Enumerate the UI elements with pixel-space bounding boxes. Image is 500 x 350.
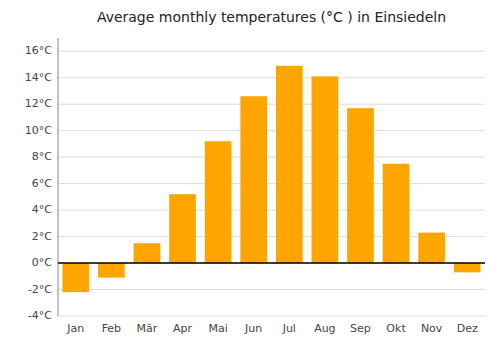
x-tick-label: Jan — [66, 322, 84, 335]
y-tick-label: 8°C — [32, 150, 52, 163]
zero-line — [58, 262, 485, 264]
grid-line — [58, 51, 485, 52]
bar — [347, 108, 374, 263]
grid-line — [58, 316, 485, 317]
bar — [383, 164, 410, 263]
bar — [205, 141, 232, 263]
bar — [98, 263, 125, 278]
y-tick-label: 2°C — [32, 230, 52, 243]
x-tick-label: Okt — [386, 322, 406, 335]
y-grid — [58, 51, 485, 316]
x-tick-label: Aug — [314, 322, 335, 335]
grid-line — [58, 77, 485, 78]
grid-line — [58, 263, 485, 264]
grid-line — [58, 210, 485, 211]
y-tick-label: -4°C — [28, 309, 52, 322]
y-tick-labels: -4°C -2°C 0°C 2°C 4°C 6°C 8°C 10°C 12°C 14°C 16°C — [25, 44, 52, 322]
y-tick-label: 14°C — [25, 71, 52, 84]
grid-line — [58, 183, 485, 184]
grid-line — [58, 289, 485, 290]
bar — [134, 243, 161, 263]
x-tick-label: Feb — [102, 322, 121, 335]
bar — [454, 263, 481, 272]
x-tick-label: Dez — [457, 322, 478, 335]
x-tick-label: Apr — [173, 322, 193, 335]
y-tick-label: 16°C — [25, 44, 52, 57]
x-tick-label: Nov — [421, 322, 443, 335]
y-tick-label: 6°C — [32, 177, 52, 190]
x-tick-label: Jul — [282, 322, 296, 335]
y-tick-label: 10°C — [25, 124, 52, 137]
y-axis-line — [58, 38, 59, 316]
y-tick-label: 12°C — [25, 97, 52, 110]
bars — [58, 66, 485, 292]
y-tick-label: -2°C — [28, 283, 52, 296]
y-tick-label: 0°C — [32, 256, 52, 269]
bar — [312, 76, 339, 263]
bar — [276, 66, 303, 263]
bar — [169, 194, 196, 263]
grid-line — [58, 157, 485, 158]
grid-line — [58, 104, 485, 105]
chart-container: -4°C -2°C 0°C 2°C 4°C 6°C 8°C 10°C 12°C 14°C 16°C J… — [0, 0, 500, 350]
x-tick-label: Jun — [244, 322, 262, 335]
grid-line — [58, 130, 485, 131]
y-tick-label: 4°C — [32, 203, 52, 216]
bar — [418, 233, 445, 263]
x-tick-label: Sep — [350, 322, 371, 335]
chart-svg: -4°C -2°C 0°C 2°C 4°C 6°C 8°C 10°C 12°C 14°C 16°C J… — [0, 0, 500, 350]
x-tick-label: Mai — [208, 322, 227, 335]
title: Average monthly temperatures (°C ) in Ei… — [97, 9, 446, 25]
x-tick-labels: Jan Feb Mär Apr Mai Jun Jul Aug Sep Okt Nov Dez — [66, 322, 478, 335]
x-tick-label: Mär — [137, 322, 158, 335]
bar — [62, 263, 89, 292]
bar — [240, 96, 267, 263]
